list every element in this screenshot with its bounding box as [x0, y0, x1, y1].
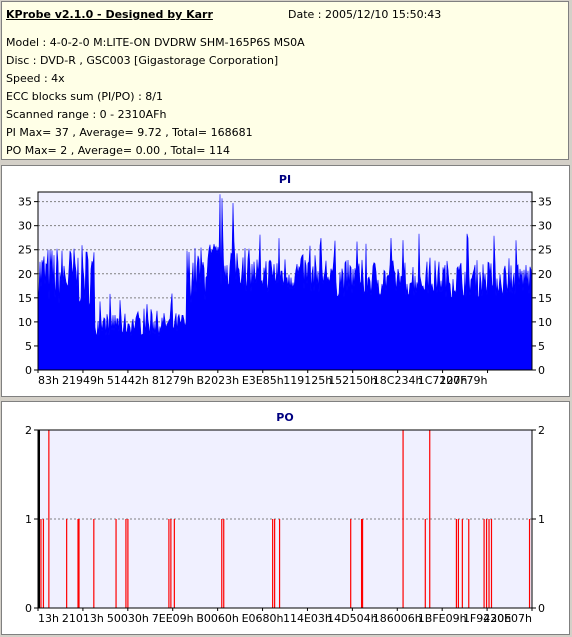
y-tick-label-right: 35 [538, 196, 552, 209]
x-tick-label: 119125h [283, 374, 332, 387]
x-tick-label: E3E85h [242, 374, 284, 387]
ecc-line: ECC blocks sum (PI/PO) : 8/1 [6, 90, 163, 103]
po-summary-line: PO Max= 2 , Average= 0.00 , Total= 114 [6, 144, 230, 157]
y-tick-label-right: 10 [538, 316, 552, 329]
y-tick-label-right: 25 [538, 244, 552, 257]
y-tick-label: 20 [18, 268, 32, 281]
y-tick-label: 30 [18, 220, 32, 233]
po-chart: PO 0 0 1 1 2 2 13h 21013h 50030h 7EE09h B0060h E0680… [25, 411, 545, 625]
app-title: KProbe v2.1.0 - Designed by Karr [6, 8, 213, 21]
x-tick-label: E0680h [242, 612, 284, 625]
x-tick-label: 14D504h [327, 612, 377, 625]
x-tick-label: 51442h [107, 374, 149, 387]
x-tick-label: 21013h [62, 612, 104, 625]
y-tick-label: 0 [25, 602, 32, 615]
y-tick-label: 25 [18, 244, 32, 257]
model-line: Model : 4-0-2-0 M:LITE-ON DVDRW SHM-165P… [6, 36, 305, 49]
x-tick-label: B0060h [196, 612, 239, 625]
info-panel: KProbe v2.1.0 - Designed by Karr Date : … [1, 1, 569, 160]
chart-title: PO [276, 411, 293, 424]
plot-area [38, 430, 532, 608]
y-tick-label-right: 2 [538, 424, 545, 437]
range-line: Scanned range : 0 - 2310AFh [6, 108, 167, 121]
x-tick-label: 152150h [328, 374, 377, 387]
y-tick-label-right: 0 [538, 602, 545, 615]
x-tick-label: 21949h [62, 374, 104, 387]
y-tick-label: 15 [18, 292, 32, 305]
y-tick-label: 10 [18, 316, 32, 329]
x-tick-label: 13h [38, 612, 59, 625]
x-tick-label: 114E03h [283, 612, 332, 625]
scan-date: Date : 2005/12/10 15:50:43 [288, 8, 442, 21]
x-tick-label: 18C234h [373, 374, 423, 387]
x-tick-label: 50030h [107, 612, 149, 625]
disc-line: Disc : DVD-R , GSC003 [Gigastorage Corpo… [6, 54, 279, 67]
speed-line: Speed : 4x [6, 72, 65, 85]
y-tick-label-right: 20 [538, 268, 552, 281]
x-tick-label: 1C7127h [418, 374, 468, 387]
x-tick-label: 81279h [152, 374, 194, 387]
plot-border [37, 429, 533, 609]
x-tick-label: 230E07h [483, 612, 532, 625]
y-tick-label: 1 [25, 513, 32, 526]
y-tick-label: 0 [25, 364, 32, 377]
y-tick-label-right: 5 [538, 340, 545, 353]
x-tick-label: B2023h [197, 374, 240, 387]
chart-title: PI [279, 173, 291, 186]
y-tick-label-right: 1 [538, 513, 545, 526]
x-tick-label: 1BFE09h [418, 612, 467, 625]
plot-border [37, 191, 533, 371]
y-tick-label-right: 0 [538, 364, 545, 377]
x-tick-label: 186006h [373, 612, 422, 625]
pi-chart-panel: PI 0 0 5 5 10 10 15 15 20 20 25 25 30 30 35 35 83h 21949h 5… [1, 165, 570, 397]
x-tick-label: 200F79h [439, 374, 487, 387]
y-tick-label-right: 30 [538, 220, 552, 233]
pi-summary-line: PI Max= 37 , Average= 9.72 , Total= 1686… [6, 126, 253, 139]
po-chart-panel: PO 0 0 1 1 2 2 13h 21013h 50030h 7EE09h B0060h E0680… [1, 401, 570, 635]
y-tick-label-right: 15 [538, 292, 552, 305]
x-tick-label: 83h [38, 374, 59, 387]
y-tick-label: 35 [18, 196, 32, 209]
y-tick-label: 5 [25, 340, 32, 353]
pi-chart: PI 0 0 5 5 10 10 15 15 20 20 25 25 30 30 35 35 83h 21949h 5… [18, 173, 552, 387]
y-tick-label: 2 [25, 424, 32, 437]
x-tick-label: 7EE09h [152, 612, 194, 625]
pi-series [37, 194, 533, 371]
x-tick-label: 1F9420h [463, 612, 511, 625]
